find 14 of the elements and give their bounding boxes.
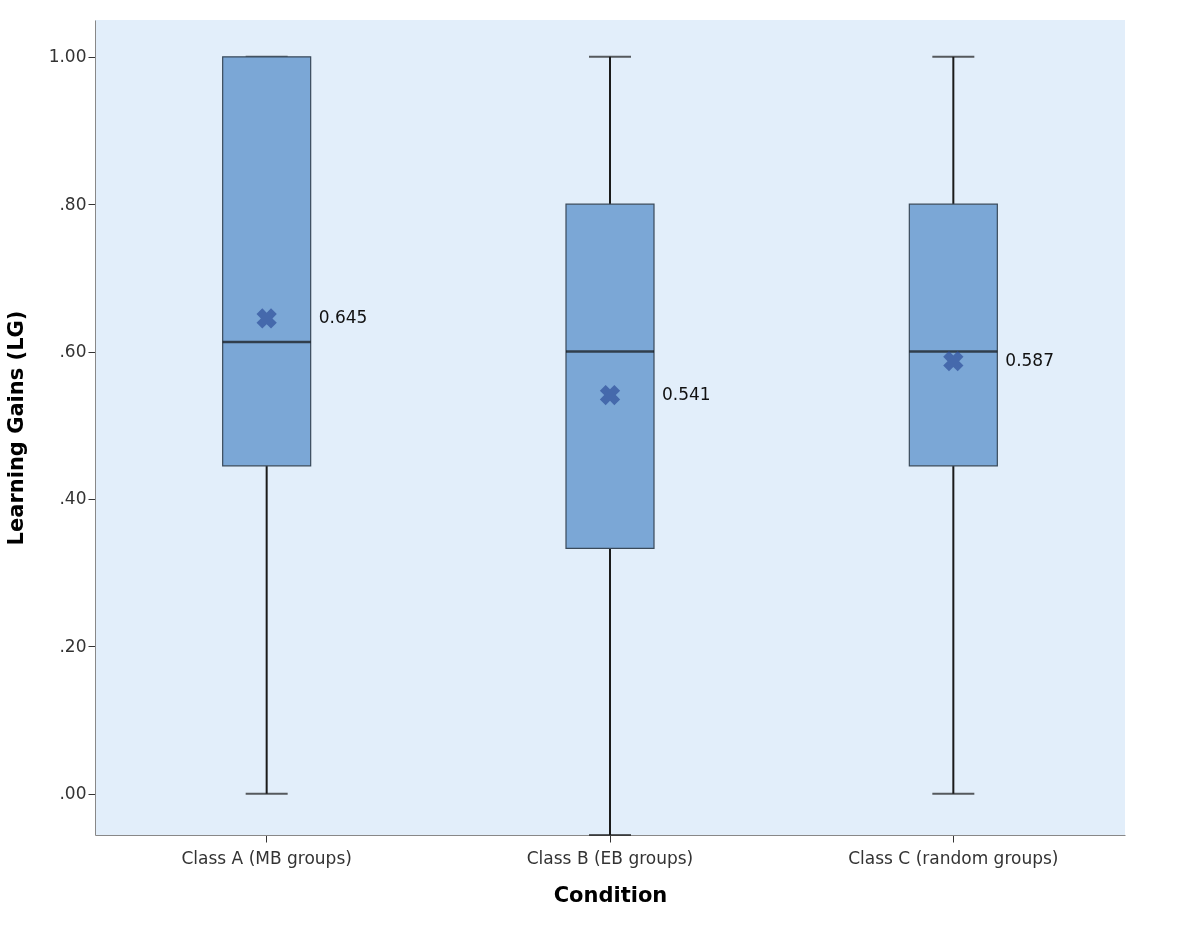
- y-tick-label: .20: [59, 635, 87, 656]
- y-tick-label: .60: [59, 341, 87, 362]
- y-tick-label: .00: [59, 783, 87, 804]
- x-tick-label: Class C (random groups): [848, 847, 1059, 868]
- text: 0.587: [1005, 350, 1055, 371]
- x-axis-title: Condition: [553, 882, 668, 907]
- y-axis-title: Learning Gains (LG): [3, 310, 28, 546]
- x-tick-label: Class A (MB groups): [181, 847, 352, 868]
- y-tick-label: 1.00: [48, 46, 87, 67]
- text: 0.541: [662, 384, 711, 405]
- text: 0.645: [318, 307, 368, 328]
- y-tick-label: .40: [59, 488, 87, 509]
- y-tick-label: .80: [59, 193, 87, 214]
- x-tick-label: Class B (EB groups): [526, 847, 694, 868]
